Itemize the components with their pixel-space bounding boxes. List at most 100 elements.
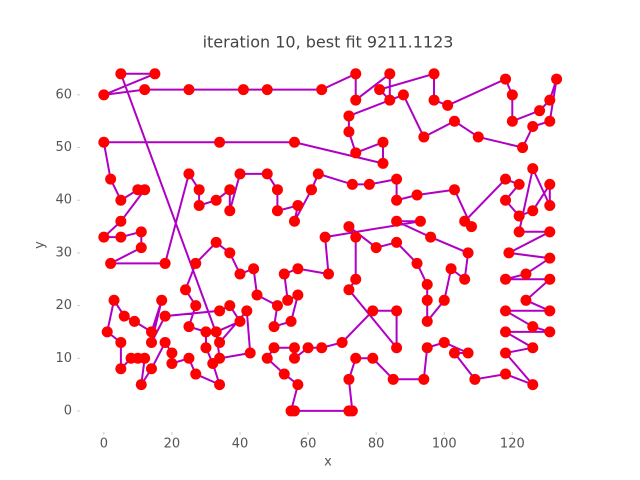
city-point: [384, 94, 396, 106]
city-point: [210, 236, 222, 248]
city-point: [418, 131, 430, 143]
city-point: [237, 84, 249, 96]
city-point: [367, 352, 379, 364]
city-point: [377, 157, 389, 169]
city-point: [391, 236, 403, 248]
city-point: [445, 263, 457, 275]
city-point: [115, 231, 127, 243]
city-point: [105, 257, 117, 269]
city-point: [343, 110, 355, 122]
chart-title: iteration 10, best fit 9211.1123: [203, 33, 454, 52]
city-point: [363, 178, 375, 190]
city-point: [544, 94, 556, 106]
city-point: [428, 94, 440, 106]
city-point: [251, 289, 263, 301]
city-point: [183, 352, 195, 364]
city-point: [292, 263, 304, 275]
city-point: [343, 405, 355, 417]
city-point: [159, 257, 171, 269]
city-point: [391, 194, 403, 206]
city-point: [180, 284, 192, 296]
x-tick-label: 60: [300, 437, 317, 452]
city-point: [261, 84, 273, 96]
city-point: [268, 321, 280, 333]
city-point: [544, 252, 556, 264]
city-point: [391, 305, 403, 317]
city-point: [425, 231, 437, 243]
city-point: [500, 368, 512, 380]
city-point: [374, 84, 386, 96]
city-point: [118, 310, 130, 322]
city-point: [343, 221, 355, 233]
city-point: [115, 336, 127, 348]
city-point: [145, 336, 157, 348]
city-point: [108, 294, 120, 306]
city-point: [442, 99, 454, 111]
city-point: [139, 84, 151, 96]
city-point: [156, 294, 168, 306]
city-point: [288, 215, 300, 227]
city-point: [183, 84, 195, 96]
city-point: [288, 352, 300, 364]
city-point: [411, 189, 423, 201]
city-point: [527, 163, 539, 175]
city-point: [285, 315, 297, 327]
city-point: [101, 326, 113, 338]
city-point: [241, 305, 253, 317]
city-point: [472, 131, 484, 143]
city-point: [500, 305, 512, 317]
y-tick-label: 50: [55, 140, 72, 155]
city-point: [438, 336, 450, 348]
city-point: [305, 184, 317, 196]
city-point: [288, 136, 300, 148]
y-axis-label: y: [33, 241, 48, 249]
city-point: [271, 300, 283, 312]
city-point: [513, 178, 525, 190]
city-point: [278, 268, 290, 280]
city-point: [391, 342, 403, 354]
city-point: [384, 68, 396, 80]
city-point: [343, 284, 355, 296]
city-point: [343, 126, 355, 138]
city-point: [183, 168, 195, 180]
city-point: [149, 68, 161, 80]
city-point: [190, 368, 202, 380]
city-point: [506, 115, 518, 127]
city-point: [350, 147, 362, 159]
city-point: [292, 289, 304, 301]
city-point: [391, 215, 403, 227]
city-point: [350, 352, 362, 364]
city-point: [271, 205, 283, 217]
city-point: [234, 168, 246, 180]
city-point: [302, 342, 314, 354]
city-point: [193, 199, 205, 211]
city-point: [367, 305, 379, 317]
x-tick-label: 0: [100, 437, 108, 452]
city-point: [513, 226, 525, 238]
city-point: [224, 247, 236, 259]
city-point: [418, 373, 430, 385]
city-point: [190, 300, 202, 312]
city-point: [500, 173, 512, 185]
city-point: [135, 242, 147, 254]
city-point: [282, 294, 294, 306]
x-tick-label: 80: [368, 437, 385, 452]
city-point: [234, 315, 246, 327]
city-point: [551, 73, 563, 85]
city-point: [500, 194, 512, 206]
y-tick-label: 60: [55, 87, 72, 102]
city-point: [115, 363, 127, 375]
city-point: [421, 342, 433, 354]
city-point: [271, 184, 283, 196]
city-point: [469, 373, 481, 385]
city-point: [224, 300, 236, 312]
city-point: [190, 257, 202, 269]
city-point: [462, 247, 474, 259]
city-point: [105, 173, 117, 185]
city-point: [421, 315, 433, 327]
city-point: [438, 294, 450, 306]
city-point: [159, 310, 171, 322]
city-point: [544, 273, 556, 285]
city-point: [350, 94, 362, 106]
city-point: [500, 347, 512, 359]
